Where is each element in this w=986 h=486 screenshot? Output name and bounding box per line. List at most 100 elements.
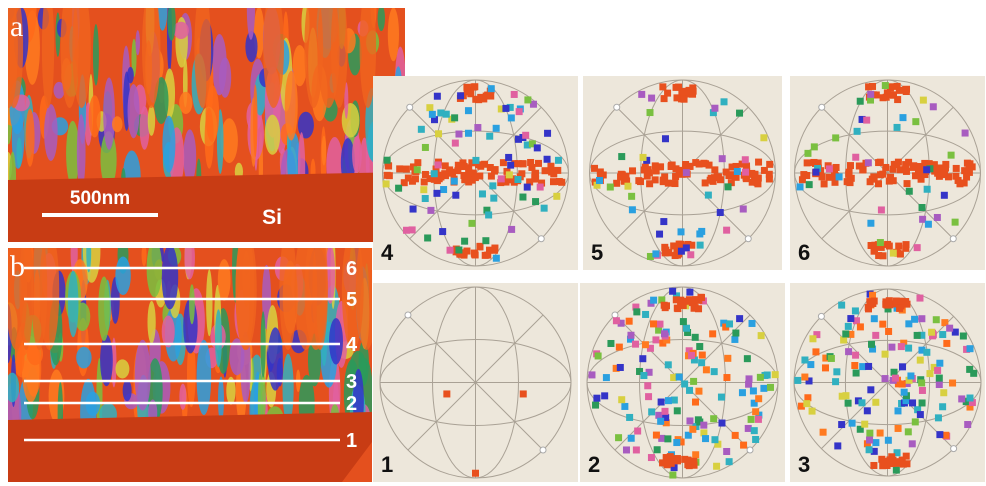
- orientation-point: [703, 366, 710, 373]
- orientation-point: [889, 460, 896, 467]
- orientation-point: [451, 178, 458, 185]
- grain: [19, 230, 33, 350]
- orientation-point: [948, 152, 955, 159]
- orientation-point: [603, 374, 610, 381]
- orientation-point: [755, 416, 762, 423]
- orientation-point: [440, 186, 447, 193]
- orientation-point: [613, 180, 620, 187]
- orientation-point: [661, 244, 668, 251]
- orientation-point: [433, 190, 440, 197]
- orientation-point: [919, 204, 926, 211]
- orientation-point: [699, 352, 706, 359]
- orientation-point: [403, 166, 410, 173]
- orientation-point: [705, 192, 712, 199]
- orientation-point: [673, 439, 680, 446]
- orientation-point: [680, 318, 687, 325]
- orientation-point: [766, 171, 773, 178]
- orientation-point: [537, 184, 544, 191]
- orientation-point: [484, 92, 491, 99]
- orientation-point: [508, 114, 515, 121]
- grain: [16, 137, 22, 167]
- orientation-point: [912, 418, 919, 425]
- orientation-point: [633, 308, 640, 315]
- orientation-point: [852, 307, 859, 314]
- grain: [378, 5, 385, 31]
- pole-figure-label: 1: [381, 452, 393, 477]
- orientation-point: [482, 252, 489, 259]
- orientation-point: [914, 332, 921, 339]
- orientation-point: [719, 155, 726, 162]
- orientation-point: [443, 390, 450, 397]
- orientation-point: [627, 332, 634, 339]
- orientation-point: [966, 395, 973, 402]
- orientation-point: [878, 206, 885, 213]
- orientation-point: [858, 399, 865, 406]
- orientation-point: [498, 175, 505, 182]
- orientation-point: [936, 164, 943, 171]
- orientation-point: [439, 228, 446, 235]
- orientation-point: [939, 331, 946, 338]
- pole-marker: [745, 236, 751, 242]
- grain: [128, 84, 140, 138]
- orientation-point: [898, 343, 905, 350]
- orientation-point: [558, 179, 565, 186]
- orientation-point: [692, 399, 699, 406]
- orientation-point: [732, 330, 739, 337]
- orientation-point: [633, 446, 640, 453]
- orientation-point: [544, 156, 551, 163]
- orientation-point: [936, 375, 943, 382]
- section-label: 5: [346, 289, 357, 311]
- orientation-point: [692, 451, 699, 458]
- orientation-point: [914, 244, 921, 251]
- orientation-point: [942, 161, 949, 168]
- orientation-point: [794, 377, 801, 384]
- orientation-point: [832, 378, 839, 385]
- orientation-point: [709, 330, 716, 337]
- pole-marker: [407, 104, 413, 110]
- orientation-point: [616, 344, 623, 351]
- orientation-point: [519, 194, 526, 201]
- pole-figure: 2: [580, 283, 785, 482]
- pole-figure-label: 5: [591, 240, 603, 265]
- orientation-point: [591, 165, 598, 172]
- orientation-point: [894, 83, 901, 90]
- grain: [219, 57, 231, 97]
- orientation-point: [717, 209, 724, 216]
- orientation-point: [884, 89, 891, 96]
- orientation-point: [728, 171, 735, 178]
- orientation-point: [661, 330, 668, 337]
- orientation-point: [653, 432, 660, 439]
- orientation-point: [895, 243, 902, 250]
- orientation-point: [657, 418, 664, 425]
- orientation-point: [861, 421, 868, 428]
- orientation-point: [745, 425, 752, 432]
- orientation-point: [803, 400, 810, 407]
- grain: [342, 103, 360, 137]
- orientation-point: [695, 388, 702, 395]
- orientation-point: [683, 169, 690, 176]
- orientation-point: [739, 389, 746, 396]
- grain: [183, 129, 196, 183]
- orientation-point: [674, 455, 681, 462]
- orientation-point: [395, 185, 402, 192]
- orientation-point: [674, 407, 681, 414]
- orientation-point: [451, 114, 458, 121]
- orientation-point: [877, 430, 884, 437]
- pole-marker: [950, 236, 956, 242]
- orientation-point: [628, 435, 635, 442]
- grain: [89, 95, 101, 137]
- orientation-point: [838, 302, 845, 309]
- orientation-point: [648, 454, 655, 461]
- substrate: [8, 412, 372, 482]
- orientation-point: [447, 247, 454, 254]
- orientation-point: [882, 82, 889, 89]
- orientation-point: [953, 165, 960, 172]
- pole-marker: [612, 312, 618, 318]
- orientation-point: [812, 169, 819, 176]
- orientation-point: [645, 166, 652, 173]
- orientation-point: [632, 341, 639, 348]
- orientation-point: [686, 289, 693, 296]
- orientation-point: [804, 150, 811, 157]
- orientation-point: [686, 417, 693, 424]
